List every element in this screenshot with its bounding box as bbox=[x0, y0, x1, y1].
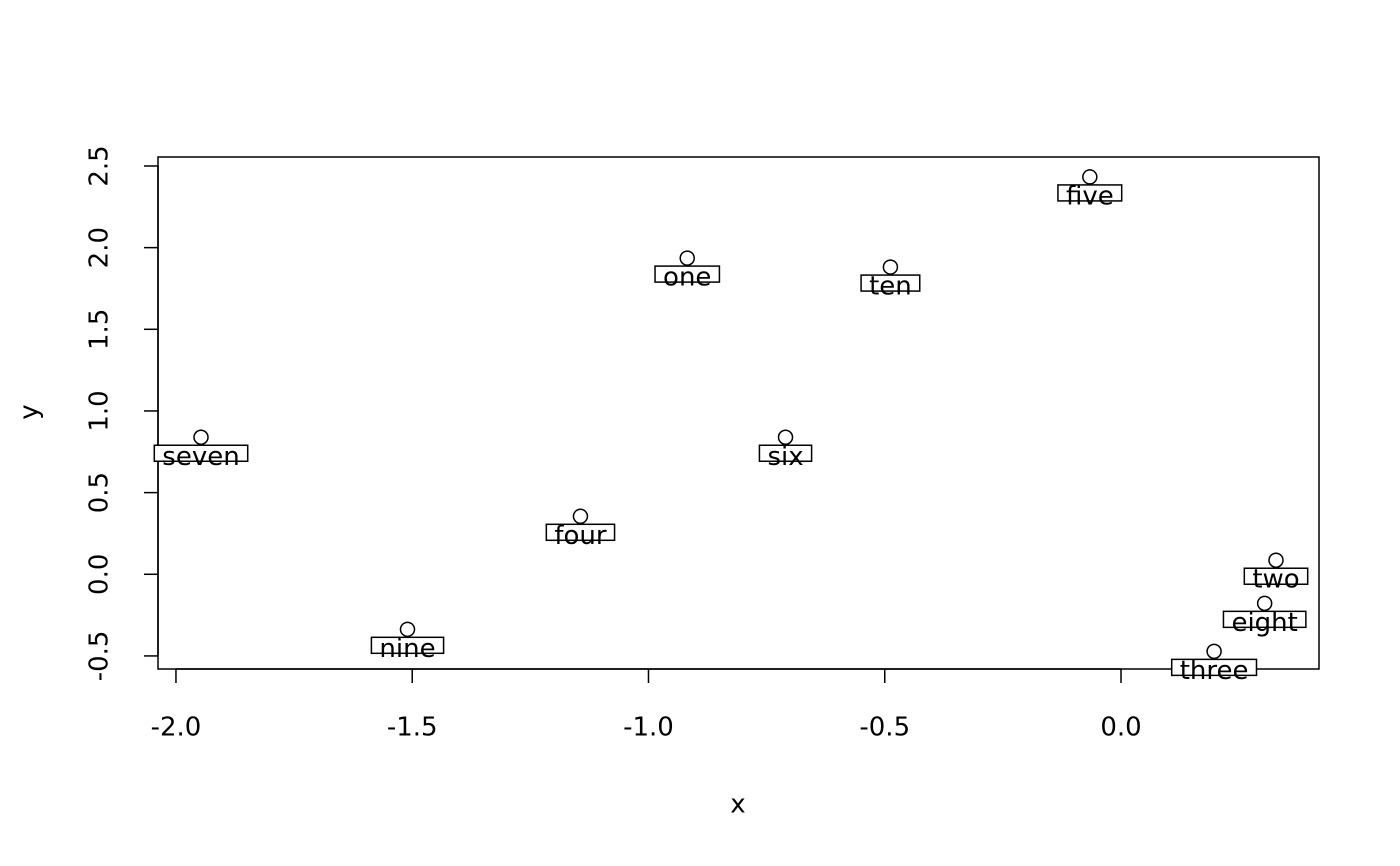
label-box bbox=[545, 523, 616, 542]
x-tick-label: -1.5 bbox=[387, 713, 438, 743]
x-tick-label: -2.0 bbox=[151, 713, 202, 743]
point bbox=[572, 508, 589, 525]
point bbox=[679, 250, 695, 266]
y-tick-label: 1.0 bbox=[85, 390, 115, 431]
point bbox=[1268, 552, 1284, 568]
label-box bbox=[1222, 610, 1307, 629]
y-tick-label: -0.5 bbox=[85, 631, 115, 682]
plot-frame bbox=[157, 156, 1320, 670]
point-label: seven bbox=[162, 442, 239, 472]
point-label: three bbox=[1180, 656, 1249, 686]
x-axis-label: x bbox=[730, 790, 745, 820]
point bbox=[1082, 169, 1098, 185]
label-box bbox=[1243, 567, 1309, 585]
point bbox=[399, 621, 416, 638]
label-box bbox=[1057, 184, 1123, 202]
point-label: eight bbox=[1231, 608, 1297, 638]
y-tick-label: 2.5 bbox=[85, 145, 115, 186]
x-tick-label: -1.0 bbox=[623, 713, 674, 743]
point-label: ten bbox=[869, 272, 912, 302]
label-box bbox=[654, 265, 721, 283]
point bbox=[193, 429, 209, 446]
label-box bbox=[758, 444, 813, 463]
y-tick-label: 2.0 bbox=[85, 227, 115, 268]
point-label: six bbox=[767, 442, 803, 472]
point-label: four bbox=[554, 521, 607, 551]
point bbox=[882, 259, 899, 275]
label-box bbox=[860, 274, 921, 292]
label-box bbox=[153, 444, 249, 463]
point-label: two bbox=[1252, 565, 1299, 595]
y-tick-label: 1.5 bbox=[85, 309, 115, 350]
x-tick-label: -0.5 bbox=[859, 713, 910, 743]
point-label: five bbox=[1066, 181, 1114, 211]
x-tick-label: 0.0 bbox=[1100, 713, 1141, 743]
label-box bbox=[370, 636, 445, 655]
point bbox=[777, 429, 794, 446]
y-tick-label: 0.5 bbox=[85, 472, 115, 513]
point bbox=[1206, 643, 1222, 660]
y-axis-label: y bbox=[15, 404, 45, 419]
point-label: one bbox=[663, 263, 711, 293]
point bbox=[1256, 595, 1273, 612]
point-label: nine bbox=[379, 634, 435, 664]
y-tick-label: 0.0 bbox=[85, 554, 115, 595]
label-box bbox=[1170, 658, 1258, 677]
